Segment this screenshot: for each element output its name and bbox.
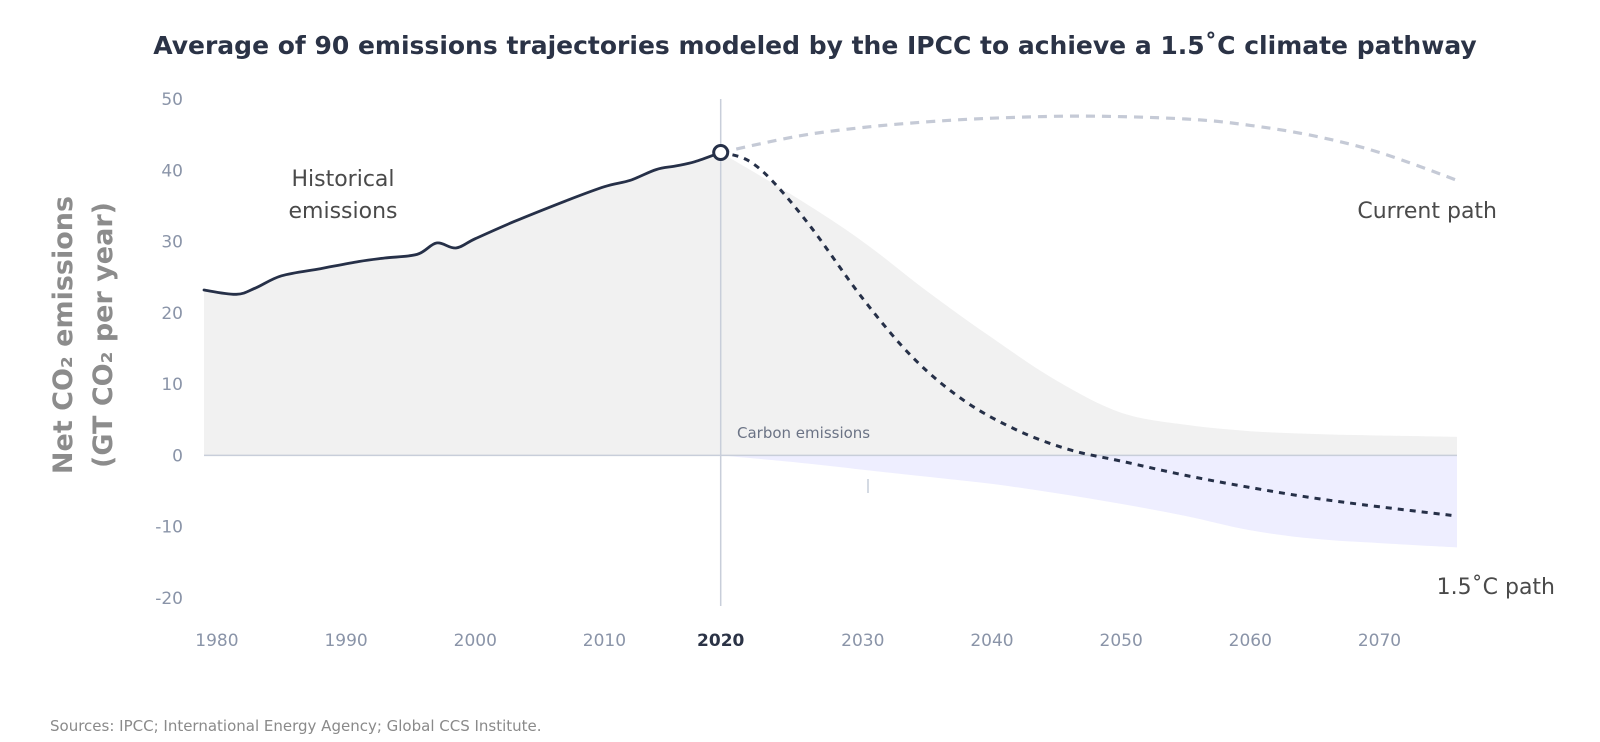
y-tick-label: 10 [161,375,183,395]
y-tick-label: 0 [172,446,183,466]
current-path-line [720,114,1458,182]
x-tick-label: 2000 [454,631,497,651]
y-tick-label: -20 [155,589,183,609]
y-axis-ticks: 50 40 30 20 10 0 -10 -20 [155,90,183,609]
historical-label-line1: Historical [291,167,394,192]
net-emissions-band [720,152,1457,456]
2020-marker [712,143,730,161]
y-axis-label-line2: (GT CO₂ per year) [88,202,119,468]
x-tick-label: 2070 [1358,631,1401,651]
historical-area [204,152,721,456]
x-tick-label: 2030 [841,631,884,651]
source-note: Sources: IPCC; International Energy Agen… [50,717,542,735]
current-path-label: Current path [1357,199,1497,224]
y-axis-label-line1: Net CO₂ emissions [48,196,79,474]
series-layer [202,114,1458,518]
x-tick-label: 1980 [195,631,238,651]
bands-layer [204,152,1457,548]
x-axis-ticks: 1980 1990 2000 2010 2020 2030 2040 2050 2060 2070 [195,631,1401,651]
x-tick-label: 1990 [324,631,367,651]
y-tick-label: 50 [161,90,183,110]
x-tick-label: 2060 [1229,631,1272,651]
y-tick-label: 40 [161,161,183,181]
historical-emissions-line [202,151,723,296]
x-tick-label: 2050 [1100,631,1143,651]
x-tick-label: 2010 [583,631,626,651]
x-tick-label: 2020 [697,631,744,651]
chart-title: Average of 90 emissions trajectories mod… [153,31,1476,60]
y-tick-label: -10 [155,518,183,538]
y-tick-label: 20 [161,304,183,324]
x-tick-label: 2040 [970,631,1013,651]
carbon-emissions-label: Carbon emissions [737,424,870,442]
historical-label-line2: emissions [289,199,398,224]
carbon-removal-band [720,455,1457,548]
1-5c-path-label: 1.5˚C path [1437,575,1555,600]
1-5c-path-line [720,151,1458,518]
y-tick-label: 30 [161,233,183,253]
